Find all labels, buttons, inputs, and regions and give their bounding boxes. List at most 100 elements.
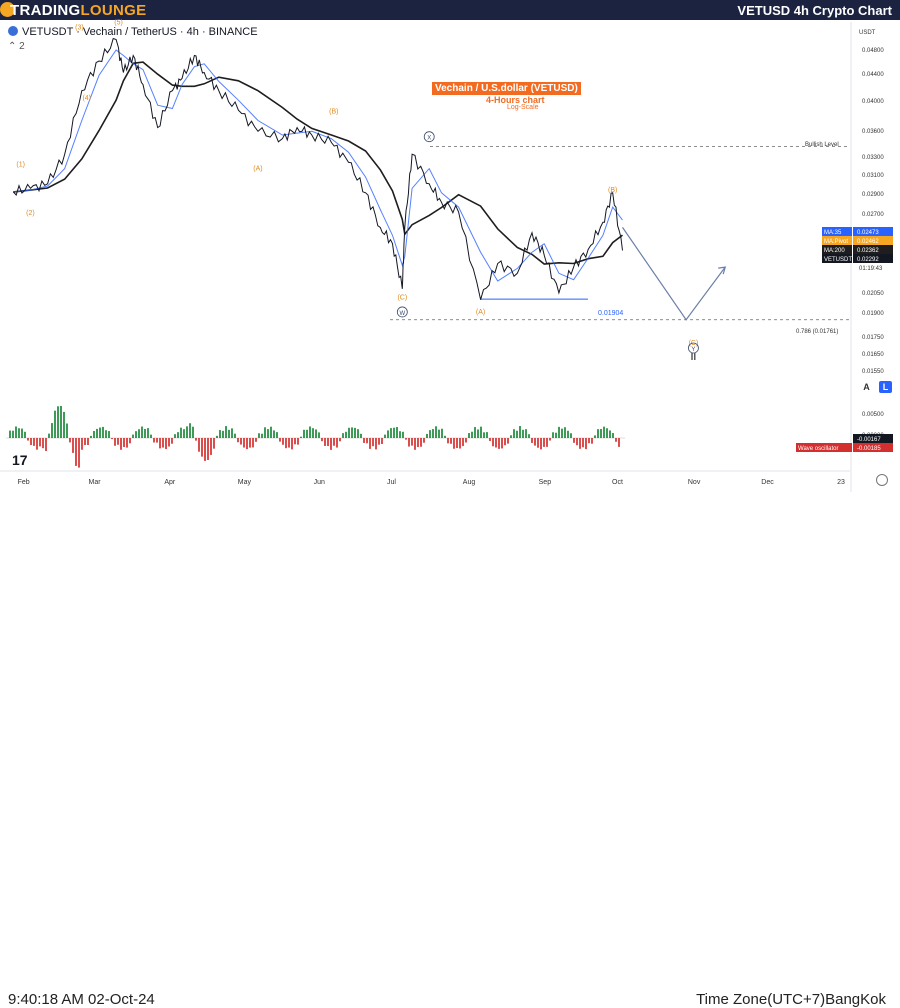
time-tick-label: Oct bbox=[612, 479, 623, 486]
osc-badge2-bg bbox=[853, 443, 893, 452]
oscillator-bar bbox=[375, 438, 377, 450]
oscillator-bar bbox=[459, 438, 461, 449]
oscillator-bar bbox=[135, 431, 137, 438]
oscillator-bar bbox=[603, 426, 605, 438]
wave-label: II bbox=[691, 352, 697, 363]
oscillator-bar bbox=[594, 435, 596, 438]
wave-label: (3) bbox=[75, 24, 84, 31]
log-scale-button[interactable]: L bbox=[879, 381, 892, 393]
oscillator-bar bbox=[231, 428, 233, 438]
oscillator-bar bbox=[492, 438, 494, 447]
indicator-collapse-toggle[interactable]: ⌃ 2 bbox=[8, 41, 25, 52]
oscillator-bar bbox=[525, 429, 527, 438]
oscillator-bar bbox=[582, 438, 584, 448]
brand-left: TRADING bbox=[10, 2, 81, 19]
oscillator-bar bbox=[528, 434, 530, 438]
time-tick-label: Mar bbox=[89, 479, 102, 486]
oscillator-bar bbox=[87, 438, 89, 445]
oscillator-bar bbox=[354, 427, 356, 438]
oscillator-bar bbox=[393, 427, 395, 438]
price-tick-label: 0.00500 bbox=[862, 412, 884, 418]
ma-200-path bbox=[13, 61, 623, 265]
price-tick-label: 0.01550 bbox=[862, 369, 884, 375]
oscillator-bar bbox=[618, 438, 620, 447]
time-tick-label: Aug bbox=[463, 479, 476, 486]
price-tick-label: 0.02050 bbox=[862, 291, 884, 297]
time-tick-label: 23 bbox=[837, 479, 845, 486]
oscillator-bar bbox=[315, 429, 317, 438]
oscillator-bar bbox=[198, 438, 200, 452]
level-lines bbox=[390, 145, 850, 321]
oscillator-bar bbox=[222, 430, 224, 438]
chart-canvas[interactable]: (1)(2)(3)(4)(5)(A)(B)(C)WX(A)(B)(C)YII U… bbox=[0, 0, 900, 522]
oscillator-bar bbox=[513, 429, 515, 438]
ma-200-line bbox=[13, 61, 623, 265]
oscillator-bar bbox=[438, 429, 440, 438]
oscillator-bar bbox=[99, 427, 101, 438]
clock-text: 9:40:18 AM 02-Oct-24 bbox=[8, 991, 155, 1008]
tradingview-logo: 17 bbox=[12, 452, 28, 468]
fib-level-label: 0.786 (0.01761) bbox=[796, 329, 839, 335]
oscillator-bar bbox=[480, 426, 482, 438]
oscillator-bar bbox=[369, 438, 371, 449]
oscillator-bar bbox=[537, 438, 539, 448]
oscillator-bar bbox=[12, 430, 14, 438]
oscillator-bar bbox=[336, 438, 338, 448]
oscillator-bar bbox=[123, 438, 125, 447]
oscillator-bar bbox=[615, 438, 617, 442]
symbol-info[interactable]: VETUSDT · Vechain / TetherUS · 4h · BINA… bbox=[8, 26, 258, 38]
oscillator-bar bbox=[252, 438, 254, 448]
settings-gear-icon[interactable] bbox=[876, 474, 888, 486]
oscillator-bar bbox=[411, 438, 413, 446]
oscillator-bar bbox=[510, 435, 512, 438]
oscillator-bar bbox=[75, 438, 77, 466]
oscillator-bar bbox=[120, 438, 122, 450]
auto-scale-button[interactable]: A bbox=[863, 382, 870, 392]
wave-label: (C) bbox=[689, 340, 699, 347]
oscillator-bar bbox=[378, 438, 380, 445]
oscillator-bar bbox=[201, 438, 203, 457]
oscillator-bar bbox=[330, 438, 332, 450]
oscillator-bar bbox=[141, 426, 143, 438]
oscillator-bar bbox=[516, 430, 518, 438]
oscillator-bar bbox=[81, 438, 83, 450]
oscillator-bar bbox=[450, 438, 452, 444]
time-tick-label: Apr bbox=[164, 479, 176, 486]
badge-name: VETUSDT bbox=[824, 257, 852, 263]
time-tick-label: Nov bbox=[688, 479, 701, 486]
oscillator-bar bbox=[216, 435, 218, 438]
oscillator-bar bbox=[186, 426, 188, 438]
oscillator-bar bbox=[399, 431, 401, 438]
wave-label: Y bbox=[691, 347, 695, 353]
oscillator-bar bbox=[300, 436, 302, 438]
oscillator-bar bbox=[321, 438, 323, 442]
time-tick-label: Feb bbox=[18, 479, 30, 486]
oscillator-bar bbox=[63, 411, 65, 438]
badge-value: 0.02473 bbox=[857, 230, 879, 236]
oscillator-bar bbox=[423, 438, 425, 443]
oscillator-bar bbox=[66, 423, 68, 438]
countdown-label: 01:19:43 bbox=[859, 266, 883, 272]
wave-label: (B) bbox=[608, 187, 617, 194]
price-tick-label: 0.03600 bbox=[862, 129, 884, 135]
wave-label: (1) bbox=[16, 161, 25, 168]
oscillator-bar bbox=[243, 438, 245, 448]
oscillator-bar bbox=[297, 438, 299, 445]
oscillator-bar bbox=[465, 438, 467, 443]
oscillator-bar bbox=[39, 438, 41, 447]
oscillator-bar bbox=[372, 438, 374, 447]
oscillator-bar bbox=[381, 438, 383, 444]
oscillator-bar bbox=[384, 434, 386, 438]
collapse-count: 2 bbox=[19, 41, 25, 52]
badge-value-bg bbox=[853, 254, 893, 263]
oscillator-bar bbox=[204, 438, 206, 461]
oscillator-bar bbox=[444, 435, 446, 438]
oscillator-bar bbox=[333, 438, 335, 446]
symbol-logo-icon bbox=[8, 26, 18, 36]
oscillator-bar bbox=[279, 438, 281, 442]
time-axis: Feb Mar Apr May Jun Jul Aug Sep Oct Nov Dec 23 bbox=[0, 470, 850, 486]
badge-name: MA:200 bbox=[824, 248, 845, 254]
oscillator-bar bbox=[357, 429, 359, 438]
wave-label: (C) bbox=[397, 295, 407, 302]
